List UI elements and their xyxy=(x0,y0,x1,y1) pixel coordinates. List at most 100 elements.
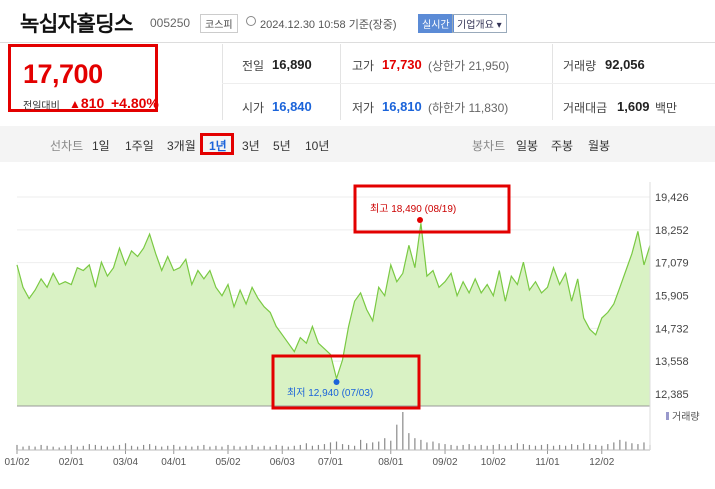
change-percent: +4.80% xyxy=(111,95,159,111)
volume-bar xyxy=(106,446,109,450)
volume-bar xyxy=(613,442,615,450)
x-tick-label: 09/02 xyxy=(433,457,458,468)
tab-1y[interactable]: 1년 xyxy=(209,139,227,153)
volume-bar xyxy=(360,439,362,450)
volume-bar xyxy=(76,446,78,450)
price-area xyxy=(17,223,650,406)
corp-info-button[interactable]: 기업개요 ▾ xyxy=(452,14,507,33)
price-chart: 19,426 18,252 17,079 15,905 14,732 13,558 12,3… xyxy=(4,182,700,468)
volume-bar xyxy=(637,444,639,450)
tab-daily[interactable]: 일봉 xyxy=(516,139,539,153)
y-tick-label: 14,732 xyxy=(655,323,689,335)
tab-weekly[interactable]: 주봉 xyxy=(551,139,574,153)
realtime-badge[interactable]: 실시간 xyxy=(418,14,454,33)
volume-label: 거래량 xyxy=(563,59,597,73)
volume-bar xyxy=(179,446,181,450)
low-label: 저가 xyxy=(352,101,375,115)
x-tick-label: 12/02 xyxy=(589,457,614,468)
tab-10y[interactable]: 10년 xyxy=(305,139,330,153)
volume-bar xyxy=(347,444,350,450)
volume-bar xyxy=(281,445,283,450)
volume-bar xyxy=(432,441,434,450)
volume-bar xyxy=(28,445,30,450)
max-marker xyxy=(417,217,423,223)
volume-bar xyxy=(40,444,42,450)
change-amount: 810 xyxy=(80,95,105,111)
volume-bar xyxy=(589,444,591,450)
volume-bar xyxy=(528,444,531,450)
volume-bar xyxy=(390,440,392,450)
volume-bar xyxy=(552,445,555,450)
x-tick-label: 04/01 xyxy=(161,457,186,468)
x-tick-label: 03/04 xyxy=(113,457,138,468)
volume-bar xyxy=(323,444,326,450)
tab-1w[interactable]: 1주일 xyxy=(125,139,154,153)
volume-bar xyxy=(335,441,338,450)
volume-bar xyxy=(82,445,84,450)
price-line xyxy=(16,223,651,381)
volume-bar xyxy=(143,444,145,450)
x-tick-label: 01/02 xyxy=(4,457,29,468)
volume-bar xyxy=(293,445,295,450)
tab-5y[interactable]: 5년 xyxy=(273,139,291,153)
chart-tabs: 선차트 1일 1주일 3개월 1년 3년 5년 10년 봉차트 일봉 주봉 월봉 xyxy=(0,126,715,162)
volume-bar xyxy=(450,444,452,450)
volume-bar xyxy=(595,444,597,450)
current-price-box: 17,700 전일대비 ▲810 +4.80% xyxy=(8,44,159,112)
volume-bar xyxy=(546,444,549,450)
volume-bar xyxy=(203,444,205,450)
y-tick-label: 15,905 xyxy=(655,291,689,303)
volume-bar xyxy=(16,444,18,450)
min-annotation: 최저 12,940 (07/03) xyxy=(287,387,373,399)
volume-bar xyxy=(112,445,115,450)
volume-bar xyxy=(209,446,211,450)
volume-bar xyxy=(46,445,48,450)
volume-bar xyxy=(275,444,277,450)
volume-bar xyxy=(88,444,90,450)
volume-bar xyxy=(251,444,253,450)
x-tick-label: 08/01 xyxy=(378,457,403,468)
candle-chart-label: 봉차트 xyxy=(472,139,506,153)
volume-bar xyxy=(540,444,543,450)
volume-bar xyxy=(534,445,537,450)
volume-bar xyxy=(311,445,313,450)
tab-monthly[interactable]: 월봉 xyxy=(588,139,611,153)
clock-icon xyxy=(246,16,256,26)
volume-bar xyxy=(601,445,603,450)
tab-1d[interactable]: 1일 xyxy=(92,139,110,153)
tab-3m[interactable]: 3개월 xyxy=(167,139,196,153)
x-tick-label: 11/01 xyxy=(535,457,560,468)
volume-bar xyxy=(577,444,579,450)
volume-bar xyxy=(136,446,139,450)
volume-bar xyxy=(269,446,271,450)
open-label: 시가 xyxy=(242,101,265,115)
volume-bar xyxy=(480,444,482,450)
change-value: ▲810 xyxy=(69,95,104,111)
volume-bar xyxy=(643,442,645,450)
tab-3y[interactable]: 3년 xyxy=(242,139,260,153)
x-tick-label: 07/01 xyxy=(318,457,343,468)
volume-bar xyxy=(100,445,102,450)
volume-bar xyxy=(191,446,193,450)
volume-bar xyxy=(474,445,476,450)
volume-bar xyxy=(197,445,199,450)
volume-bar xyxy=(619,439,621,450)
volume-bar xyxy=(167,445,169,450)
min-annotation-box xyxy=(271,354,421,410)
min-marker xyxy=(333,379,340,385)
volume-bar xyxy=(263,445,265,450)
stock-name: 녹십자홀딩스 xyxy=(20,13,133,36)
volume-bar xyxy=(462,444,464,450)
volume-bar xyxy=(233,445,235,450)
volume-bar xyxy=(287,446,289,450)
volume-bar xyxy=(456,445,458,450)
volume-bar xyxy=(185,445,187,450)
volume-bar xyxy=(366,443,368,450)
volume-bar xyxy=(420,439,422,450)
x-tick-label: 02/01 xyxy=(59,457,84,468)
chevron-down-icon: ▾ xyxy=(493,20,502,31)
volume-bar xyxy=(239,446,241,450)
volume-bar xyxy=(510,444,512,450)
prev-value: 16,890 xyxy=(272,57,312,72)
max-annotation: 최고 18,490 (08/19) xyxy=(370,203,456,215)
